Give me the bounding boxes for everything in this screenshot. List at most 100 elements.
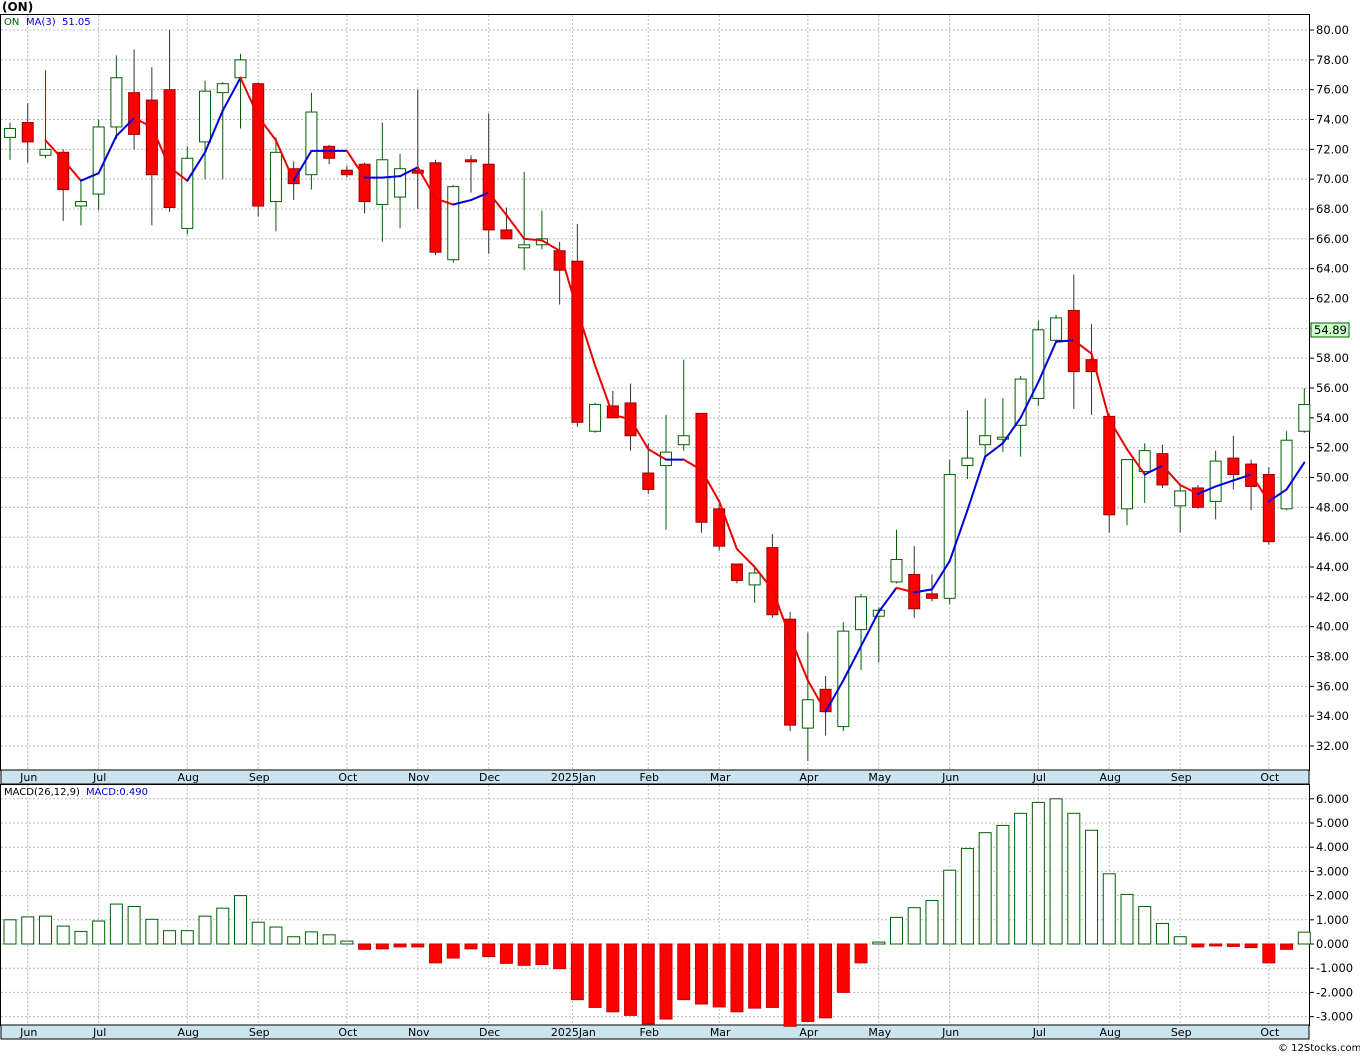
ma3-segment xyxy=(1108,418,1128,451)
macd-bar xyxy=(269,926,283,945)
candle-body xyxy=(199,90,212,143)
ticker-title: (ON) xyxy=(2,0,33,14)
ma3-segment xyxy=(1090,352,1111,421)
macd-bar xyxy=(1067,812,1081,945)
candle xyxy=(429,159,442,256)
macd-bar xyxy=(960,847,974,945)
candle-body xyxy=(642,472,655,490)
macd-bar xyxy=(464,943,478,950)
price-ytick-label: 42.00 xyxy=(1316,590,1349,604)
candle-body xyxy=(855,596,868,631)
macd-xtick-label: Aug xyxy=(1100,1026,1121,1039)
candle xyxy=(340,165,353,178)
ma3-segment xyxy=(487,191,508,216)
candle-body xyxy=(589,403,602,432)
macd-bar xyxy=(198,915,212,945)
macd-bar xyxy=(535,943,549,966)
macd-bar xyxy=(925,899,939,945)
macd-bar xyxy=(127,905,141,945)
price-ytick-label: 80.00 xyxy=(1316,23,1349,37)
macd-bar xyxy=(606,943,620,1013)
candle xyxy=(730,563,743,584)
macd-xtick-label: Aug xyxy=(178,1026,199,1039)
ma3-line xyxy=(44,76,1306,713)
ma3-segment xyxy=(79,172,100,182)
macd-bar xyxy=(216,907,230,945)
price-ytick-label: 48.00 xyxy=(1316,500,1349,514)
ma3-segment xyxy=(877,586,898,613)
candle xyxy=(110,55,123,139)
price-ytick-label: 40.00 xyxy=(1316,620,1349,634)
macd-xtick-label: Feb xyxy=(640,1026,659,1039)
ma3-segment xyxy=(771,588,792,639)
ma3-segment xyxy=(1179,483,1199,495)
macd-bar xyxy=(251,921,265,945)
macd-ytick-label: 4.000 xyxy=(1316,840,1349,854)
price-xtick-label: Nov xyxy=(408,771,430,784)
candle xyxy=(766,534,779,618)
macd-bar xyxy=(1244,943,1258,949)
price-ytick-label: 70.00 xyxy=(1316,172,1349,186)
price-xtick-label: Sep xyxy=(249,771,270,784)
candle-body xyxy=(961,457,974,467)
ma3-segment xyxy=(97,134,118,175)
macd-bar xyxy=(1014,812,1028,945)
macd-bar xyxy=(411,943,425,948)
price-xtick-label: Jul xyxy=(1032,771,1046,784)
macd-bar xyxy=(677,943,691,1001)
candle-body xyxy=(606,405,619,419)
site-credit: © 12Stocks.com xyxy=(1278,1043,1360,1054)
macd-bar xyxy=(1173,936,1187,945)
ma3-segment xyxy=(558,249,579,312)
candle-body xyxy=(943,474,956,599)
candle-body xyxy=(21,121,34,143)
candle-body xyxy=(1014,378,1027,426)
macd-bar xyxy=(145,918,159,945)
candle xyxy=(181,146,194,235)
ma3-segment xyxy=(221,76,242,112)
ma3-segment xyxy=(806,679,827,713)
ma3-segment xyxy=(1214,479,1235,488)
price-ytick-label: 72.00 xyxy=(1316,142,1349,156)
price-xtick-label: Jun xyxy=(941,771,959,784)
ma3-segment xyxy=(62,158,82,182)
candle xyxy=(784,611,797,732)
candle xyxy=(908,546,921,618)
candle xyxy=(571,223,584,427)
macd-bar xyxy=(570,943,584,1001)
ma3-segment xyxy=(860,610,880,648)
candle xyxy=(323,144,336,165)
ma3-segment xyxy=(150,125,171,169)
candle-body xyxy=(411,169,424,174)
ma3-segment xyxy=(1072,339,1093,355)
macd-bar xyxy=(287,936,301,945)
price-xtick-label: May xyxy=(868,771,891,784)
candle xyxy=(128,49,141,150)
macd-bar xyxy=(429,943,443,964)
macd-bar xyxy=(74,930,88,945)
ma3-segment xyxy=(292,149,313,182)
macd-ytick-label: 3.000 xyxy=(1316,864,1349,878)
candle-body xyxy=(1298,404,1311,432)
candle-body xyxy=(890,559,903,583)
candle xyxy=(500,207,513,240)
candle xyxy=(163,30,176,212)
macd-xtick-label: Nov xyxy=(408,1026,430,1039)
price-xtick-label: Aug xyxy=(178,771,199,784)
candle-body xyxy=(1209,460,1222,502)
ma3-segment xyxy=(735,548,756,568)
macd-bar xyxy=(233,895,247,945)
ma3-segment xyxy=(824,679,845,713)
candle-body xyxy=(730,563,743,581)
candle xyxy=(269,137,282,232)
ma3-segment xyxy=(540,239,561,252)
price-ytick-label: 56.00 xyxy=(1316,381,1349,395)
ma3-segment xyxy=(1143,464,1164,476)
candle xyxy=(1120,459,1133,526)
candle xyxy=(199,80,212,180)
macd-bar xyxy=(56,925,70,945)
price-xtick-label: Jun xyxy=(19,771,37,784)
ma3-segment xyxy=(204,109,224,154)
macd-bar xyxy=(163,930,177,945)
